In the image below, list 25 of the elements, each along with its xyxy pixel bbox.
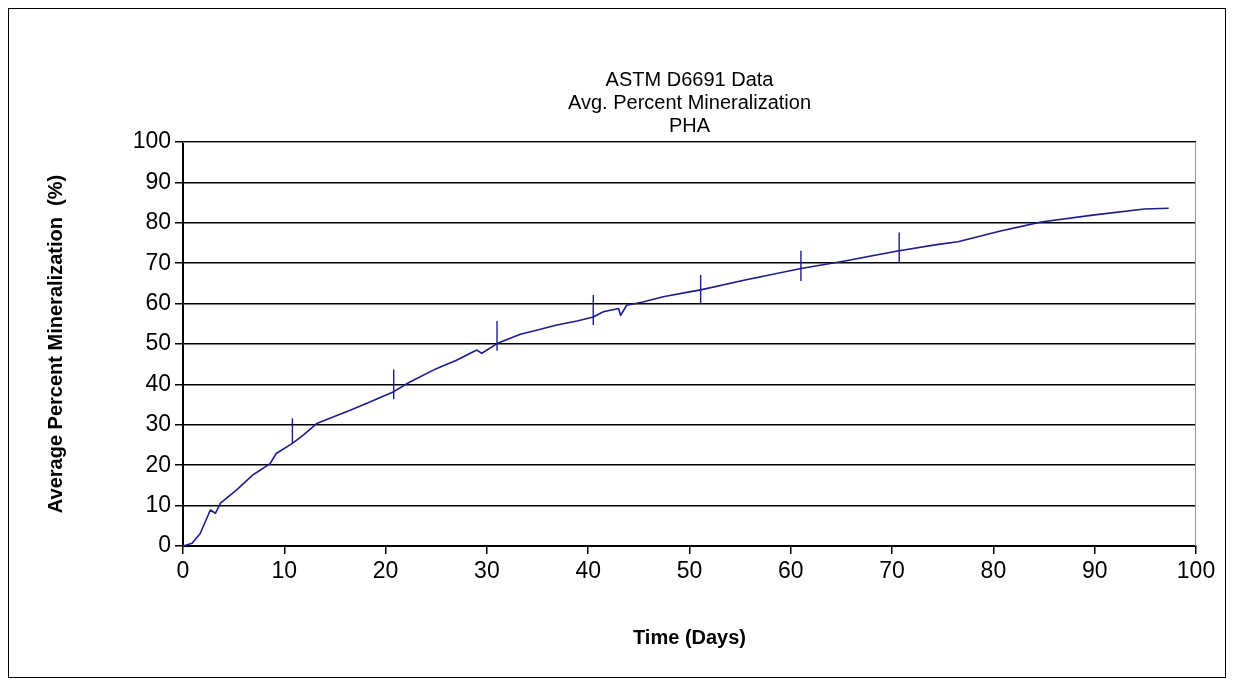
y-tick-label: 50	[145, 329, 171, 356]
y-tick-label: 20	[145, 450, 171, 477]
y-axis-title: Average Percent Mineralization (%)	[43, 174, 66, 514]
x-tick-label: 90	[1081, 557, 1108, 584]
x-tick-label: 80	[980, 557, 1007, 584]
x-tick-label: 10	[271, 557, 298, 584]
x-tick-label: 50	[676, 557, 703, 584]
x-tick-label: 60	[778, 557, 804, 584]
y-tick-label: 60	[145, 288, 171, 315]
y-tick-label: 70	[145, 248, 171, 275]
y-tick-label: 90	[145, 167, 171, 194]
x-tick-label: 30	[474, 557, 500, 584]
y-tick-label: 30	[145, 410, 171, 437]
x-tick-label: 100	[1176, 557, 1216, 584]
x-tick-label: 0	[176, 557, 190, 584]
y-tick-label: 0	[158, 531, 171, 558]
y-tick-label: 40	[145, 369, 171, 396]
x-tick-label: 20	[372, 557, 399, 584]
chart-title: ASTM D6691 Data Avg. Percent Mineralization PHA	[567, 67, 812, 136]
x-tick-label: 40	[575, 557, 601, 584]
x-axis-title: Time (Days)	[632, 625, 747, 648]
y-tick-label: 80	[145, 208, 171, 235]
y-tick-label: 100	[132, 127, 171, 154]
y-tick-label: 10	[145, 490, 171, 517]
x-tick-label: 70	[879, 557, 905, 584]
